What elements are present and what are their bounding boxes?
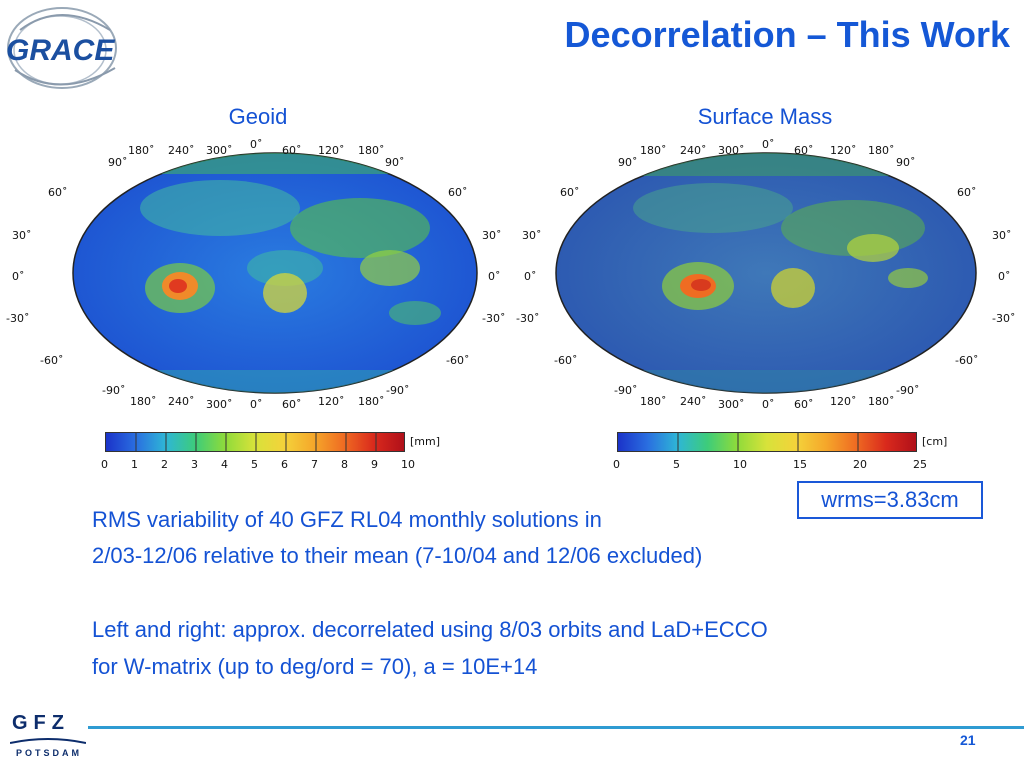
slide-title: Decorrelation – This Work <box>564 14 1010 55</box>
colorbar-tick-label: 10 <box>401 458 415 471</box>
lat-tick: 0˚ <box>524 270 537 283</box>
colorbar-tick-label: 2 <box>161 458 168 471</box>
lat-tick: 60˚ <box>448 186 468 199</box>
lat-tick: 60˚ <box>560 186 580 199</box>
lat-tick: 60˚ <box>957 186 977 199</box>
lat-tick: -60˚ <box>40 354 64 367</box>
lat-tick: 90˚ <box>896 156 916 169</box>
colorbar-tick-label: 8 <box>341 458 348 471</box>
gfz-logo-text: GFZ <box>12 712 70 734</box>
lon-tick: 60˚ <box>794 398 814 411</box>
lat-tick: 30˚ <box>992 229 1012 242</box>
lon-tick: 180˚ <box>358 395 385 408</box>
lat-tick: -30˚ <box>6 312 30 325</box>
right-map-title: Surface Mass <box>697 104 833 129</box>
geoid-map <box>72 152 478 394</box>
lat-tick: -30˚ <box>992 312 1016 325</box>
colorbar-tick-label: 5 <box>251 458 258 471</box>
colorbar-tick-label: 9 <box>371 458 378 471</box>
lat-tick: -30˚ <box>516 312 540 325</box>
svg-text:GRACE: GRACE <box>6 34 115 67</box>
colorbar-tick-label: 15 <box>793 458 807 471</box>
lat-tick: 30˚ <box>482 229 502 242</box>
wrms-annotation: wrms=3.83cm <box>797 481 983 519</box>
lon-tick: 240˚ <box>680 395 707 408</box>
lat-tick: -90˚ <box>386 384 410 397</box>
lon-tick: 60˚ <box>282 398 302 411</box>
colorbar-tick-label: 20 <box>853 458 867 471</box>
gfz-logo-subtext: Potsdam <box>16 748 82 758</box>
footer-divider <box>88 726 1024 729</box>
surface-mass-unit: [cm] <box>922 435 948 448</box>
colorbar-tick-label: 25 <box>913 458 927 471</box>
lat-tick: -90˚ <box>614 384 638 397</box>
lat-tick: 90˚ <box>618 156 638 169</box>
lon-tick: 0˚ <box>250 398 263 411</box>
colorbar-tick-label: 6 <box>281 458 288 471</box>
colorbar-tick-label: 3 <box>191 458 198 471</box>
lon-tick: 180˚ <box>868 395 895 408</box>
lon-tick: 180˚ <box>128 144 155 157</box>
colorbar-tick-label: 5 <box>673 458 680 471</box>
lon-tick: 180˚ <box>868 144 895 157</box>
gfz-logo-mark <box>10 738 86 744</box>
lat-tick: 30˚ <box>522 229 542 242</box>
lat-tick: -60˚ <box>554 354 578 367</box>
lon-tick: 60˚ <box>282 144 302 157</box>
lat-tick: -90˚ <box>102 384 126 397</box>
body-line-3: Left and right: approx. decorrelated usi… <box>92 617 768 642</box>
lon-tick: 120˚ <box>318 395 345 408</box>
lon-tick: 0˚ <box>250 138 263 151</box>
lon-tick: 300˚ <box>206 398 233 411</box>
lon-tick: 180˚ <box>358 144 385 157</box>
lat-tick: 30˚ <box>12 229 32 242</box>
lon-tick: 60˚ <box>794 144 814 157</box>
lon-tick: 0˚ <box>762 398 775 411</box>
lon-tick: 120˚ <box>318 144 345 157</box>
lat-tick: 90˚ <box>108 156 128 169</box>
lon-tick: 120˚ <box>830 144 857 157</box>
body-line-1: RMS variability of 40 GFZ RL04 monthly s… <box>92 507 602 532</box>
surface-mass-map <box>555 152 977 394</box>
colorbar-tick-label: 10 <box>733 458 747 471</box>
lon-tick: 240˚ <box>680 144 707 157</box>
page-number: 21 <box>960 732 976 748</box>
geoid-colorbar <box>105 432 405 452</box>
lon-tick: 180˚ <box>640 144 667 157</box>
colorbar-tick-label: 1 <box>131 458 138 471</box>
colorbar-tick-label: 4 <box>221 458 228 471</box>
geoid-unit: [mm] <box>410 435 441 448</box>
lat-tick: 90˚ <box>385 156 405 169</box>
surface-mass-colorbar <box>617 432 917 452</box>
lon-tick: 0˚ <box>762 138 775 151</box>
lat-tick: 60˚ <box>48 186 68 199</box>
lat-tick: -30˚ <box>482 312 506 325</box>
lat-tick: -60˚ <box>446 354 470 367</box>
lat-tick: 0˚ <box>998 270 1011 283</box>
lat-tick: -60˚ <box>955 354 979 367</box>
lat-tick: 0˚ <box>488 270 501 283</box>
lon-tick: 300˚ <box>206 144 233 157</box>
lat-tick: 0˚ <box>12 270 25 283</box>
grace-logo: GRACE <box>6 7 117 89</box>
body-line-4: for W-matrix (up to deg/ord = 70), a = 1… <box>92 654 538 679</box>
lon-tick: 300˚ <box>718 144 745 157</box>
lon-tick: 180˚ <box>130 395 157 408</box>
left-map-title: Geoid <box>228 104 288 129</box>
lon-tick: 240˚ <box>168 144 195 157</box>
colorbar-tick-label: 7 <box>311 458 318 471</box>
lon-tick: 180˚ <box>640 395 667 408</box>
lat-tick: -90˚ <box>896 384 920 397</box>
colorbar-tick-label: 0 <box>613 458 620 471</box>
lon-tick: 120˚ <box>830 395 857 408</box>
colorbar-tick-label: 0 <box>101 458 108 471</box>
lon-tick: 300˚ <box>718 398 745 411</box>
body-line-2: 2/03-12/06 relative to their mean (7-10/… <box>92 543 703 568</box>
lon-tick: 240˚ <box>168 395 195 408</box>
